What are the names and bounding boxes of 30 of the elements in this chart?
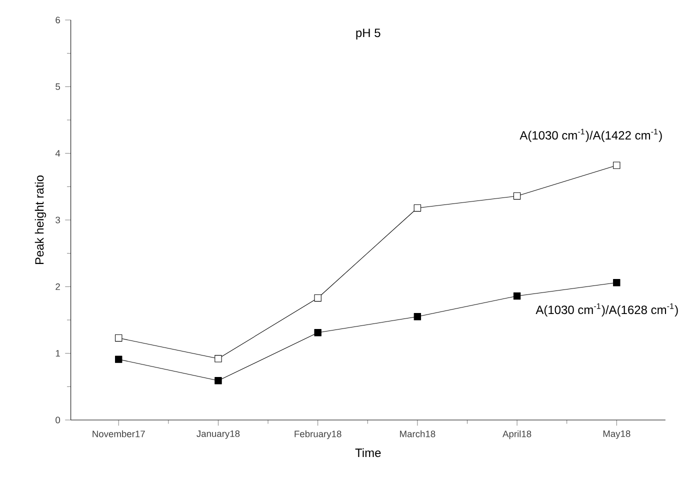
y-tick-label: 2 xyxy=(56,283,60,290)
point xyxy=(414,313,422,320)
y-tick-label: 1 xyxy=(56,350,60,357)
series-label: A(1030 cm$^{-1}$)/A(1628 cm$^{-1}$) xyxy=(536,303,678,316)
x-tick-label: May18 xyxy=(603,430,630,439)
point xyxy=(214,377,222,384)
point xyxy=(314,329,322,336)
point xyxy=(613,279,620,286)
text: A(1030 cm$^{-1}$)/A(1422 cm$^{-1}$) xyxy=(520,128,662,142)
y-tick-label: 3 xyxy=(56,216,60,224)
point xyxy=(115,356,122,363)
point xyxy=(115,334,122,342)
point xyxy=(613,162,620,169)
x-axis-title: Time xyxy=(355,448,381,458)
point xyxy=(513,192,521,200)
x-tick-label: January18 xyxy=(196,430,240,439)
y-tick-label: 5 xyxy=(56,83,60,90)
point xyxy=(513,292,521,300)
point xyxy=(314,294,322,302)
y-axis-title: Peak height ratio xyxy=(34,175,46,264)
text: pH 5 xyxy=(356,28,380,40)
x-tick-label: April18 xyxy=(502,430,532,440)
point xyxy=(414,204,422,212)
x-tick-label: February18 xyxy=(294,430,342,440)
y-tick-label: 4 xyxy=(55,150,60,157)
x-tick-label: March18 xyxy=(400,430,436,438)
y-tick-label: 6 xyxy=(56,16,60,24)
y-tick-label: 0 xyxy=(56,416,60,424)
point xyxy=(214,355,222,362)
x-tick-label: November17 xyxy=(92,430,145,438)
